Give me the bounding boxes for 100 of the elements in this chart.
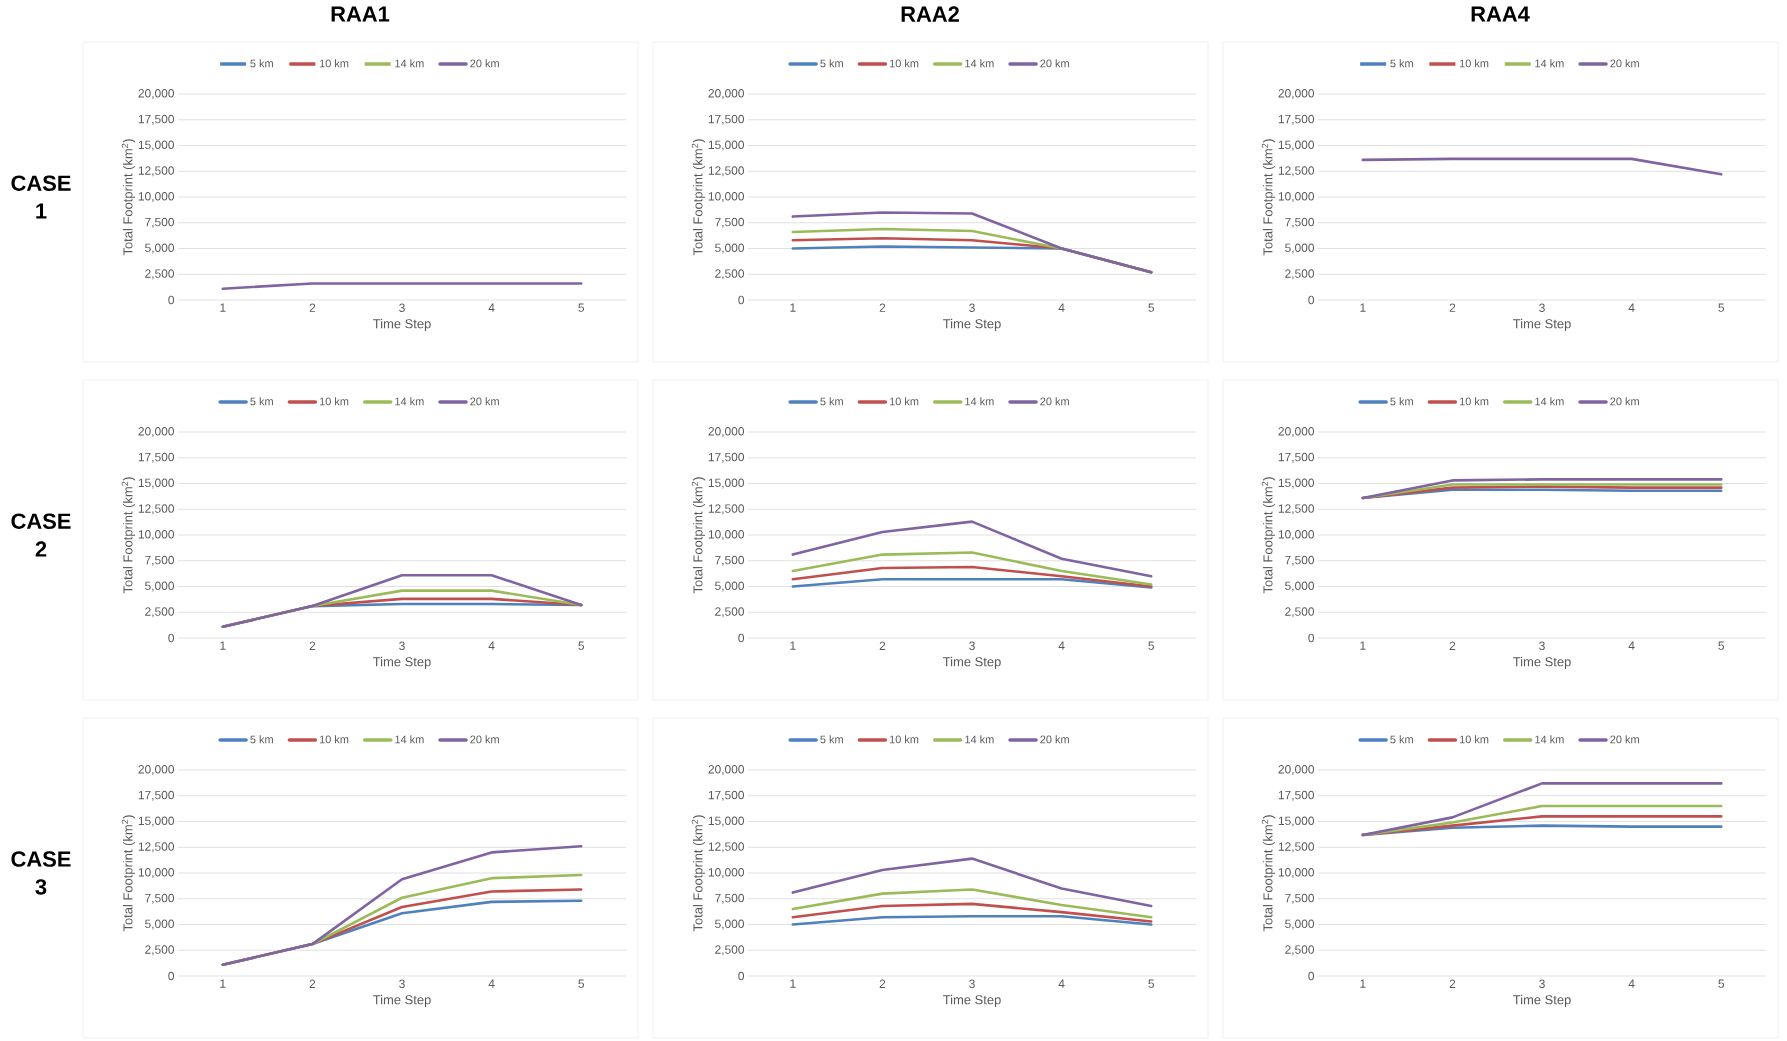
x-tick-label: 1 [790,641,796,650]
x-tick-label: 4 [1058,641,1065,650]
x-tick-label: 3 [399,303,405,312]
y-tick-label: 20,000 [708,427,745,437]
legend-label: 20 km [1040,59,1069,68]
x-tick-label: 1 [220,979,226,988]
x-axis-title: Time Step [373,318,431,331]
x-tick-label: 2 [879,979,886,988]
x-tick-label: 1 [1360,979,1366,988]
y-tick-label: 10,000 [138,530,175,540]
y-tick-label: 20,000 [708,89,745,99]
legend-label: 5 km [820,59,843,68]
x-tick-label: 2 [1449,641,1456,650]
legend-label: 5 km [250,735,273,744]
y-axis-title: Total Footprint (km$^{2}$) [121,139,136,256]
legend-label: 10 km [319,397,349,406]
y-tick-label: 10,000 [138,868,175,878]
text: CASE 1 [11,175,71,219]
y-tick-label: 17,500 [708,114,745,125]
line-series [221,573,583,628]
x-tick-label: 2 [879,303,886,312]
y-tick-label: 2,500 [1285,269,1315,280]
line-series [791,565,1153,588]
x-axis-title: Time Step [943,994,1001,1007]
line-series [791,857,1153,908]
y-tick-label: 2,500 [1285,945,1315,956]
y-tick-label: 17,500 [708,790,745,801]
y-axis-title: Total Footprint (km$^{2}$) [691,815,706,932]
y-tick-label: 15,000 [138,816,175,827]
legend-label: 10 km [889,397,919,406]
y-tick-label: 2,500 [715,269,745,280]
legend-label: 20 km [470,397,499,406]
y-tick-label: 10,000 [1278,530,1315,540]
legend-label: 14 km [965,735,994,744]
x-tick-label: 3 [969,641,975,650]
y-tick-label: 15,000 [708,816,745,827]
x-tick-label: 1 [790,303,796,312]
y-tick-label: 17,500 [708,452,745,463]
x-tick-label: 4 [1058,979,1065,988]
y-tick-label: 2,500 [145,269,175,280]
legend-label: 5 km [1390,59,1413,68]
x-axis-title: Time Step [373,994,431,1007]
x-tick-label: 4 [488,641,495,650]
y-axis-title: Total Footprint (km$^{2}$) [1261,477,1276,594]
y-tick-label: 20,000 [1278,427,1315,437]
y-tick-label: 15,000 [1278,816,1315,827]
y-tick-label: 7,500 [145,893,175,904]
legend-label: 20 km [1040,735,1069,744]
y-tick-label: 10,000 [708,868,745,878]
y-tick-label: 5,000 [1285,243,1315,254]
legend-label: 14 km [965,397,994,406]
legend-label: 14 km [395,397,424,406]
legend-label: 14 km [1535,735,1564,744]
y-tick-label: 0 [738,295,745,305]
y-tick-label: 12,500 [138,842,175,853]
legend-label: 5 km [1390,397,1413,406]
y-tick-label: 12,500 [138,504,175,515]
y-tick-label: 12,500 [708,504,745,515]
x-tick-label: 5 [1148,979,1155,988]
y-tick-label: 15,000 [1278,140,1315,151]
y-tick-label: 0 [738,971,745,981]
legend-label: 20 km [1610,735,1639,744]
text: CASE 2 [11,513,71,557]
y-tick-label: 5,000 [715,243,745,254]
x-tick-label: 4 [1628,303,1635,312]
legend-label: 14 km [395,59,424,68]
x-tick-label: 4 [1628,979,1635,988]
legend-label: 10 km [1459,397,1489,406]
x-tick-label: 3 [399,641,405,650]
y-tick-label: 10,000 [708,192,745,202]
x-tick-label: 2 [1449,979,1456,988]
y-tick-label: 7,500 [1285,217,1315,228]
y-tick-label: 17,500 [138,790,175,801]
chart-title: RAA4 [1471,6,1530,22]
line-series [791,902,1153,923]
legend-label: 14 km [1535,397,1564,406]
x-tick-label: 5 [578,641,585,650]
y-axis-title: Total Footprint (km$^{2}$) [121,477,136,594]
y-tick-label: 10,000 [138,192,175,202]
x-tick-label: 2 [309,979,316,988]
y-tick-label: 5,000 [145,919,175,930]
y-tick-label: 17,500 [1278,790,1315,801]
y-tick-label: 20,000 [1278,89,1315,99]
legend-label: 20 km [470,59,499,68]
chart-title: RAA1 [331,6,390,22]
y-tick-label: 0 [1308,971,1315,981]
y-tick-label: 12,500 [708,166,745,177]
x-tick-label: 3 [969,979,975,988]
y-axis-title: Total Footprint (km$^{2}$) [1261,815,1276,932]
x-axis-title: Time Step [943,656,1001,669]
legend-label: 10 km [1459,59,1489,68]
x-tick-label: 5 [1718,641,1725,650]
x-tick-label: 3 [969,303,975,312]
y-tick-label: 5,000 [1285,919,1315,930]
x-tick-label: 2 [1449,303,1456,312]
x-axis-title: Time Step [373,656,431,669]
line-series [791,211,1153,274]
y-tick-label: 5,000 [715,919,745,930]
y-tick-label: 5,000 [1285,581,1315,592]
legend-label: 10 km [889,59,919,68]
